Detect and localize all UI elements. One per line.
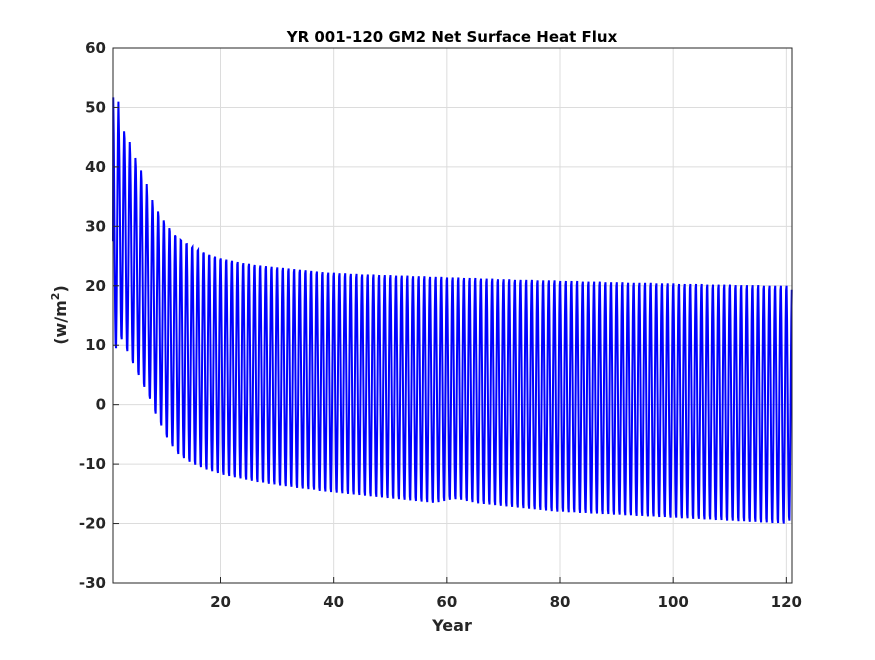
x-tick-label: 40 [323,593,344,611]
y-axis-label-main: (w/m [51,300,70,345]
y-tick-label: 30 [85,217,106,235]
x-tick-label: 120 [771,593,802,611]
y-axis-label-sup: 2 [49,293,62,301]
y-axis-label-close: ) [51,285,70,292]
x-tick-label: 100 [658,593,689,611]
y-tick-label: 10 [85,336,106,354]
y-axis-label: (w/m2) [49,285,70,345]
y-tick-label: 40 [85,158,106,176]
chart-title: YR 001-120 GM2 Net Surface Heat Flux [286,28,618,46]
axes-box [112,47,793,584]
y-tick-label: 60 [85,39,106,57]
x-tick-label: 60 [436,593,457,611]
plot-area [112,97,793,524]
y-tick-label: -10 [79,455,106,473]
x-axis-label: Year [431,616,472,635]
y-tick-label: 20 [85,277,106,295]
x-tick-label: 80 [550,593,571,611]
series-line [112,97,793,524]
y-tick-label: 0 [96,396,106,414]
y-tick-label: -20 [79,515,106,533]
y-tick-label: 50 [85,98,106,116]
y-tick-label: -30 [79,574,106,592]
x-tick-label: 20 [210,593,231,611]
